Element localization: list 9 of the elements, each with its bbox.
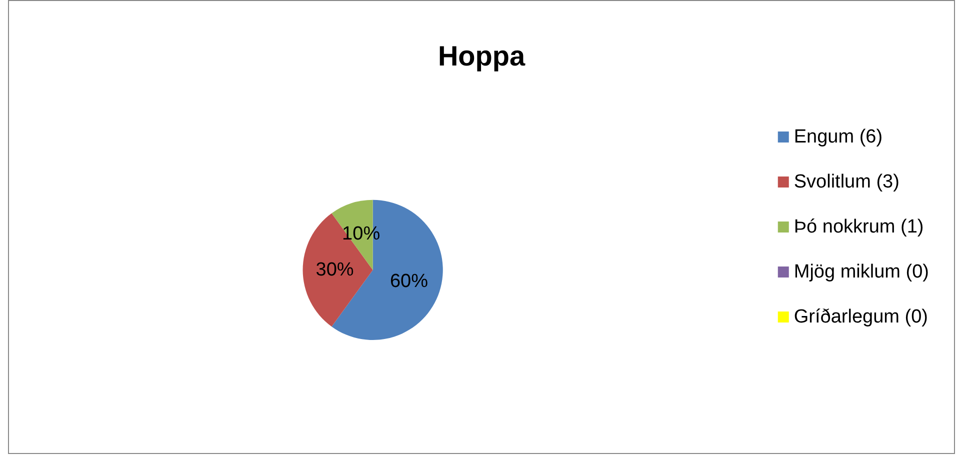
data-label: 30% (316, 259, 354, 280)
legend-label: Þó nokkrum (1) (794, 216, 924, 238)
chart-title: Hoppa (438, 40, 526, 72)
data-label: 60% (390, 271, 428, 292)
legend-label: Mjög miklum (0) (794, 262, 929, 282)
data-label: 10% (342, 223, 380, 244)
legend-label: Gríðarlegum (0) (794, 306, 928, 328)
legend-label: Engum (6) (794, 126, 883, 148)
legend-label: Svolitlum (3) (794, 172, 900, 192)
